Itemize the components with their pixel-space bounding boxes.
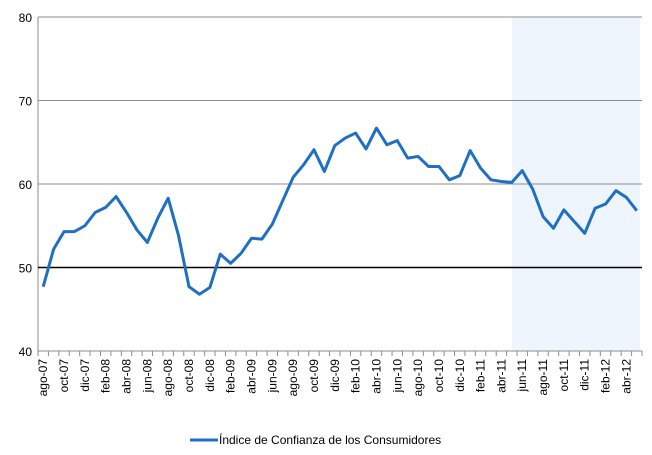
x-tick-label: abr-11	[494, 359, 508, 393]
y-tick-label: 80	[19, 11, 33, 25]
x-tick-label: abr-08	[120, 359, 134, 394]
x-tick-label: feb-08	[99, 359, 113, 393]
legend-label: Índice de Confianza de los Consumidores	[219, 432, 441, 447]
x-tick-label: oct-07	[57, 359, 71, 393]
x-tick-label: oct-11	[557, 359, 571, 392]
y-tick-label: 50	[19, 262, 33, 276]
x-tick-label: jun-08	[140, 359, 154, 394]
x-tick-label: feb-11	[474, 359, 488, 392]
x-tick-label: feb-10	[349, 359, 363, 393]
x-tick-label: abr-09	[244, 359, 258, 394]
x-tick-label: abr-12	[619, 359, 633, 394]
x-tick-label: dic-08	[203, 359, 217, 392]
series-line	[41, 126, 638, 296]
x-tick-label: oct-09	[307, 359, 321, 393]
x-tick-label: feb-09	[224, 359, 238, 393]
x-tick-label: feb-12	[599, 359, 613, 393]
x-tick-label: ago-11	[536, 359, 550, 396]
x-tick-label: ago-09	[286, 359, 300, 397]
x-tick-label: oct-08	[182, 359, 196, 393]
x-tick-label: jun-11	[515, 359, 529, 393]
y-tick-label: 60	[19, 178, 33, 192]
x-tick-label: dic-09	[328, 359, 342, 392]
x-tick-label: dic-10	[453, 359, 467, 392]
x-tick-label: dic-11	[578, 359, 592, 391]
x-tick-label: ago-10	[411, 359, 425, 397]
x-tick-label: dic-07	[78, 359, 92, 392]
x-tick-label: abr-10	[369, 359, 383, 394]
x-tick-label: oct-10	[432, 359, 446, 393]
x-tick-label: jun-10	[390, 359, 404, 394]
y-tick-label: 40	[19, 345, 33, 359]
x-tick-label: jun-09	[265, 359, 279, 394]
x-tick-label: ago-08	[161, 359, 175, 397]
y-tick-label: 70	[19, 95, 33, 109]
x-tick-label: ago-07	[36, 359, 50, 397]
